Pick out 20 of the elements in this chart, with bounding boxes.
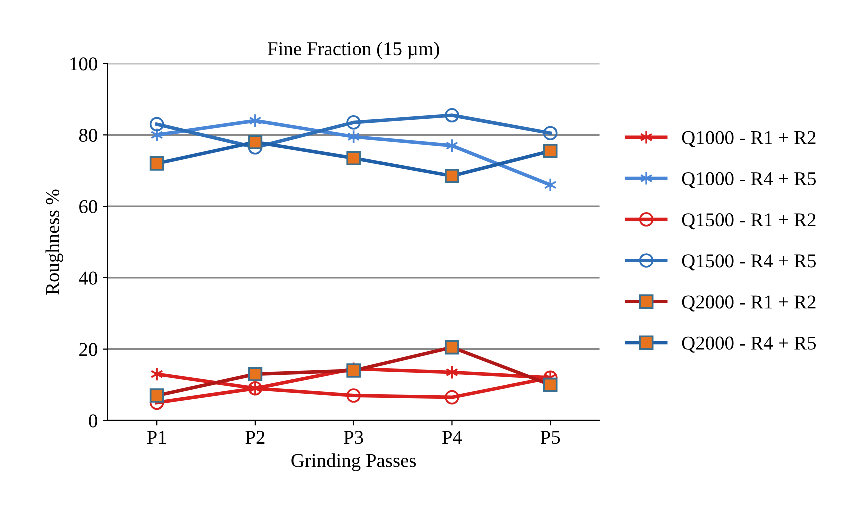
x-tick-label: P5 [540, 431, 560, 444]
y-tick-label: 0 [89, 414, 98, 428]
legend-label: Q2000 - R4 + R5 [682, 336, 816, 353]
x-tick-label: P2 [246, 431, 265, 444]
chart-title: Fine Fraction (15 µm) [268, 42, 440, 60]
y-tick-label: 20 [80, 343, 98, 356]
y-tick-label: 60 [80, 200, 98, 214]
y-axis-title: Roughness % [46, 190, 64, 295]
legend-label: Q1000 - R1 + R2 [682, 131, 816, 148]
x-axis-title: Grinding Passes [292, 454, 416, 472]
x-tick-label: P1 [147, 431, 166, 444]
legend-label: Q1500 - R1 + R2 [682, 214, 816, 230]
y-tick-label: 80 [79, 128, 98, 142]
x-tick-label: P3 [344, 431, 364, 444]
legend-label: Q2000 - R1 + R2 [682, 296, 816, 312]
legend-label: Q1000 - R4 + R5 [682, 172, 816, 189]
y-tick-label: 40 [79, 272, 98, 285]
x-tick-label: P4 [442, 431, 462, 444]
legend-label: Q1500 - R4 + R5 [682, 254, 816, 271]
y-tick-label: 100 [70, 58, 98, 71]
